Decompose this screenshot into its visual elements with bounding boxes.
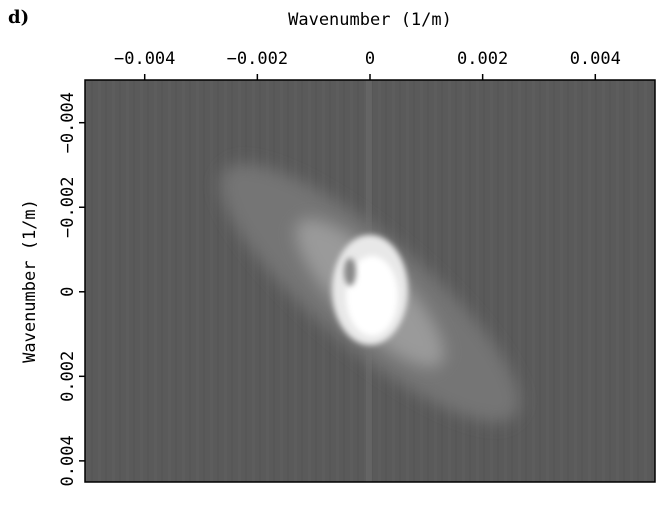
spectrum-image	[85, 80, 655, 482]
x-tick-label: 0	[365, 49, 375, 69]
panel-label: d)	[8, 7, 29, 28]
y-axis-label: Wavenumber (1/m)	[20, 199, 40, 363]
x-tick-label: −0.002	[227, 49, 288, 69]
y-tick-label: −0.002	[58, 177, 78, 238]
y-tick-label: 0.004	[58, 435, 78, 486]
x-axis-label: Wavenumber (1/m)	[288, 10, 452, 30]
x-tick-label: −0.004	[114, 49, 175, 69]
y-tick-label: −0.004	[58, 92, 78, 153]
x-tick-label: 0.004	[570, 49, 621, 69]
x-tick-label: 0.002	[457, 49, 508, 69]
y-tick-label: 0	[58, 287, 78, 297]
y-tick-label: 0.002	[58, 351, 78, 402]
